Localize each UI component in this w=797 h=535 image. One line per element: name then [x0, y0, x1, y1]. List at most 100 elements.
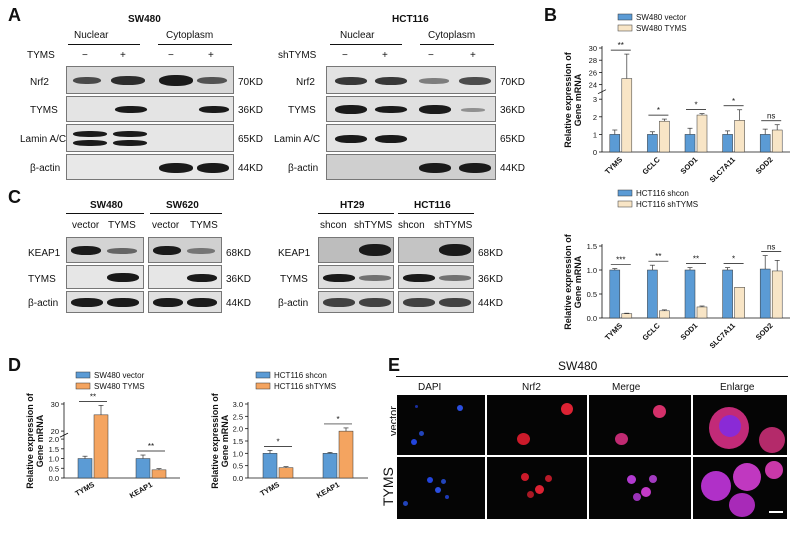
bar — [621, 78, 633, 153]
a-right-sign: − — [342, 50, 348, 61]
legend-swatch — [617, 13, 633, 21]
bar — [647, 134, 658, 153]
x-tick-label: GCLC — [640, 321, 662, 343]
y-tick-label: 1.0 — [49, 455, 59, 464]
c-right-kd: 44KD — [478, 298, 504, 309]
c-right-row-label: β-actin — [278, 298, 309, 309]
x-tick-label: TYMS — [258, 480, 281, 498]
bar — [659, 310, 670, 319]
a-right-row-label: β-actin — [288, 163, 319, 174]
legend-label: SW480 vector — [636, 13, 687, 22]
a-left-sign: − — [168, 50, 174, 61]
e-dapi-tyms-image — [396, 456, 486, 520]
y-tick-label: 0.0 — [587, 314, 597, 323]
a-right-nuclear-rule — [330, 44, 402, 45]
y-tick-label: 3.0 — [233, 400, 243, 409]
y-tick-label: 1.5 — [233, 437, 243, 446]
significance-label: ns — [767, 243, 775, 252]
y-tick-label: 1 — [593, 130, 597, 139]
chart-D-right — [245, 371, 368, 479]
bar — [659, 120, 670, 153]
panel-e-letter: E — [388, 355, 401, 375]
a-right-sign: − — [428, 50, 434, 61]
c-right-group-rule — [318, 213, 394, 214]
y-tick-label: 0.5 — [49, 464, 59, 473]
x-tick-label: TYMS — [73, 480, 96, 498]
c-left-kd: 68KD — [226, 248, 252, 259]
y-tick-label: 2 — [593, 113, 597, 122]
bar — [684, 269, 696, 319]
a-right-fraction-cytoplasm: Cytoplasm — [428, 30, 476, 41]
c-right-blot-actin-a — [318, 291, 394, 313]
e-column-label: Merge — [612, 382, 641, 393]
bar — [609, 134, 621, 153]
c-left-lane: vector — [72, 220, 100, 231]
bar — [322, 453, 338, 479]
e-enlarge-tyms-image — [692, 456, 788, 520]
x-tick-label: SLC7A11 — [708, 321, 737, 350]
c-left-group: SW620 — [166, 200, 199, 211]
significance-label: *** — [616, 256, 625, 265]
c-right-blot-tyms-a — [318, 265, 394, 289]
a-right-blot-nrf2 — [326, 66, 496, 94]
c-right-lane: shTYMS — [434, 220, 473, 231]
a-left-blot-tyms — [66, 96, 234, 122]
y-axis-label: Gene mRNA — [573, 73, 583, 126]
a-left-treatment-label: TYMS — [27, 50, 55, 61]
legend-label: SW480 vector — [94, 371, 145, 380]
y-axis-label: Relative expression of — [563, 51, 573, 148]
x-tick-label: TYMS — [603, 321, 624, 342]
bar — [759, 134, 771, 153]
significance-label: * — [732, 255, 735, 264]
a-right-row-label: Lamin A/C — [274, 134, 321, 145]
legend-swatch — [255, 371, 271, 379]
legend-swatch — [75, 382, 91, 390]
bar — [771, 270, 783, 319]
y-tick-label: 1.0 — [587, 266, 597, 275]
legend-swatch — [617, 200, 633, 208]
a-left-sign: + — [208, 50, 214, 61]
a-left-row-label: TYMS — [30, 105, 58, 116]
a-right-blot-tyms — [326, 96, 496, 122]
bar — [684, 134, 696, 153]
a-right-cytoplasm-rule — [420, 44, 494, 45]
legend-label: SW480 TYMS — [636, 24, 687, 33]
a-left-cytoplasm-rule — [158, 44, 232, 45]
y-tick-label: 3 — [593, 95, 597, 104]
significance-label: * — [732, 97, 735, 106]
a-right-kd: 70KD — [500, 77, 526, 88]
significance-label: ** — [618, 41, 624, 50]
chart-D-left — [59, 371, 180, 479]
panel-b-letter: B — [544, 5, 557, 25]
a-right-kd: 36KD — [500, 105, 526, 116]
bar — [93, 414, 109, 479]
scale-bar — [769, 511, 783, 513]
x-tick-label: GCLC — [640, 155, 662, 177]
bar — [151, 469, 167, 479]
bar — [759, 268, 771, 319]
legend-swatch — [255, 382, 271, 390]
y-tick-label: 30 — [51, 400, 59, 409]
significance-label: ns — [767, 112, 775, 121]
e-column-label: Enlarge — [720, 382, 755, 393]
c-right-blot-keap1-a — [318, 237, 394, 263]
c-left-group-rule — [66, 213, 144, 214]
a-left-row-label: Nrf2 — [30, 77, 49, 88]
bar — [262, 453, 278, 479]
y-tick-label: 0.0 — [233, 474, 243, 483]
a-right-kd: 44KD — [500, 163, 526, 174]
a-right-kd: 65KD — [500, 134, 526, 145]
a-left-kd: 70KD — [238, 77, 264, 88]
a-left-kd: 44KD — [238, 163, 264, 174]
e-title-rule — [396, 376, 788, 377]
x-tick-label: SOD1 — [679, 155, 700, 176]
y-tick-label: 1.5 — [587, 242, 597, 251]
a-left-row-label: Lamin A/C — [20, 134, 67, 145]
y-axis-label: Relative expression of — [25, 392, 35, 489]
c-left-blot-tyms-b — [148, 265, 222, 289]
c-right-row-label: KEAP1 — [278, 248, 311, 259]
x-tick-label: SOD2 — [754, 321, 775, 342]
panel-d-letter: D — [8, 355, 21, 375]
c-left-blot-keap1-b — [148, 237, 222, 263]
y-tick-label: 0 — [593, 148, 597, 157]
